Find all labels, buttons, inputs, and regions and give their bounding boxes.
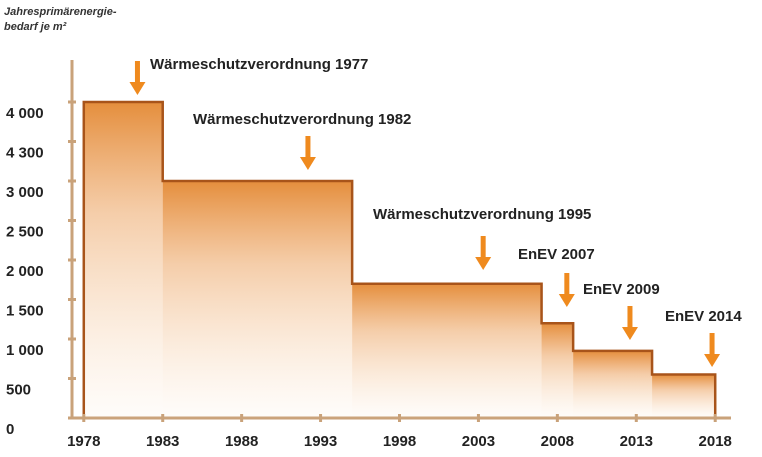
step-area: [162, 181, 353, 418]
annotation-arrow-head: [129, 82, 146, 95]
annotation-label: Wärmeschutzverordnung 1977: [150, 56, 368, 73]
y-tick-label: 4 300: [6, 144, 44, 161]
annotation-arrow-head: [299, 157, 316, 170]
step-area: [83, 102, 163, 418]
y-tick-label: 0: [6, 421, 14, 438]
annotation-arrow-shaft: [627, 306, 633, 328]
x-tick-label: 1988: [225, 433, 258, 450]
annotation-label: EnEV 2007: [518, 246, 595, 263]
annotation-arrow-head: [621, 327, 638, 340]
x-tick-label: 1998: [383, 433, 416, 450]
y-axis-label: bedarf je m²: [4, 21, 67, 33]
y-tick-label: 1 000: [6, 342, 44, 359]
x-tick-label: 1983: [146, 433, 179, 450]
x-tick-label: 2008: [541, 433, 574, 450]
annotation-arrow-head: [558, 294, 575, 307]
annotation-arrow-shaft: [564, 273, 570, 295]
y-tick-label: 500: [6, 381, 31, 398]
annotation-arrow-shaft: [134, 61, 140, 83]
annotation-label: Wärmeschutzverordnung 1982: [193, 111, 411, 128]
step-area: [541, 323, 574, 418]
annotation-label: EnEV 2014: [665, 308, 742, 325]
y-axis-label: Jahresprimärenergie-: [4, 6, 117, 18]
annotation-arrow-shaft: [480, 236, 486, 258]
y-tick-label: 3 000: [6, 184, 44, 201]
x-tick-label: 2013: [620, 433, 653, 450]
annotation-label: Wärmeschutzverordnung 1995: [373, 206, 591, 223]
y-tick-label: 4 000: [6, 105, 44, 122]
x-tick-label: 2018: [699, 433, 732, 450]
x-tick-label: 2003: [462, 433, 495, 450]
x-tick-label: 1993: [304, 433, 337, 450]
y-tick-label: 2 000: [6, 263, 44, 280]
annotation-arrow-shaft: [709, 333, 715, 355]
y-tick-label: 2 500: [6, 223, 44, 240]
x-tick-label: 1978: [67, 433, 100, 450]
step-area: [652, 374, 716, 418]
annotation-arrow-head: [475, 257, 492, 270]
annotation-arrow-shaft: [305, 136, 311, 158]
y-tick-label: 1 500: [6, 302, 44, 319]
annotation-arrow-head: [704, 354, 721, 367]
annotation-label: EnEV 2009: [583, 281, 660, 298]
step-area: [573, 350, 653, 418]
step-line: [82, 100, 717, 418]
step-area: [352, 283, 542, 418]
